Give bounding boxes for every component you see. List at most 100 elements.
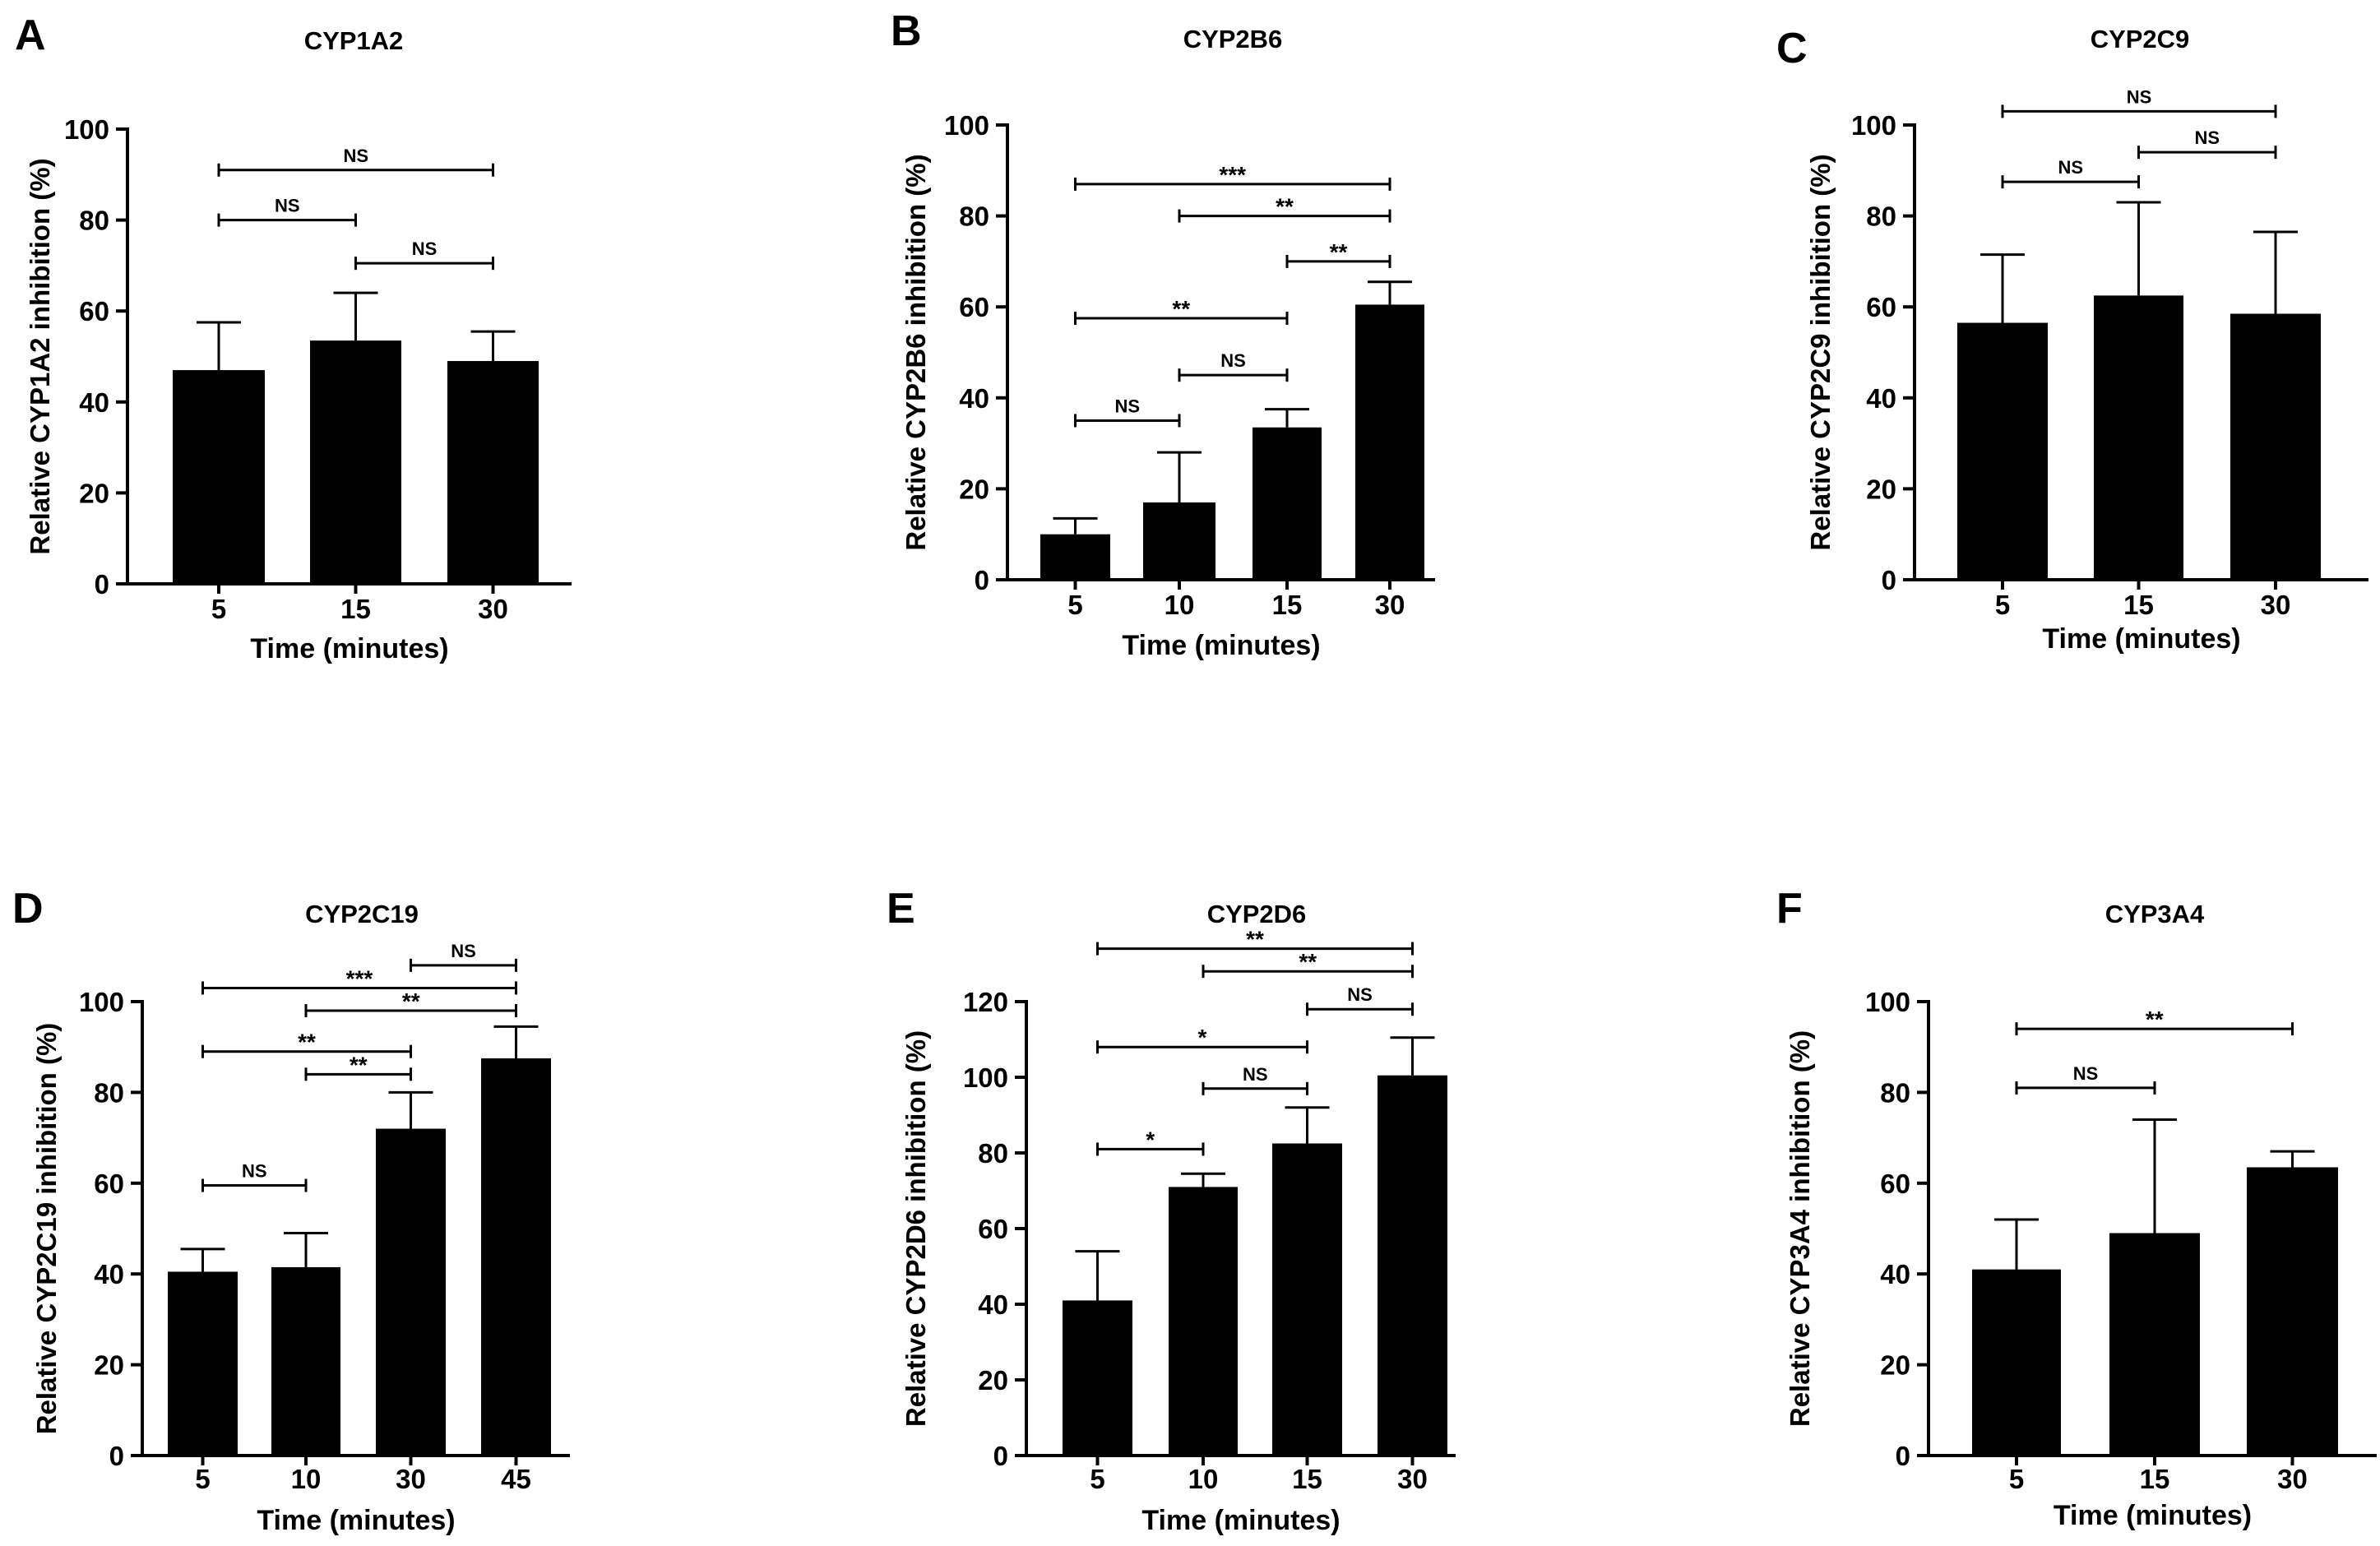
x-tick-label: 10 <box>291 1464 322 1494</box>
bar <box>2247 1167 2338 1456</box>
bar <box>376 1128 446 1456</box>
significance-label: NS <box>1114 396 1140 416</box>
y-tick-label: 80 <box>959 201 989 232</box>
y-tick-label: 60 <box>1866 292 1896 322</box>
x-axis-label: Time (minutes) <box>250 633 448 664</box>
y-tick-label: 100 <box>944 110 989 141</box>
significance-label: ** <box>1276 194 1294 220</box>
bar <box>1355 304 1424 580</box>
bar <box>1972 1269 2061 1456</box>
x-tick-label: 15 <box>1292 1464 1322 1494</box>
significance-label: ** <box>1246 927 1264 952</box>
chart-panel-a: A CYP1A2 5 15 30 0 20 40 60 80 100 Time (minutes) Re… <box>15 12 572 664</box>
y-tick-label: 20 <box>94 1350 124 1381</box>
y-tick-label: 60 <box>1880 1169 1910 1199</box>
chart-panel-e: E CYP2D6 5 10 15 30 0 20 40 60 80 100 120 Time (minut… <box>887 885 1456 1536</box>
bar <box>481 1058 551 1456</box>
x-tick-label: 30 <box>2261 590 2291 620</box>
bar <box>2094 295 2183 580</box>
significance-label: * <box>1198 1025 1207 1050</box>
bar <box>1169 1187 1238 1456</box>
y-tick-label: 40 <box>79 387 109 418</box>
y-tick-label: 20 <box>978 1365 1008 1396</box>
bar <box>168 1271 238 1456</box>
bar <box>1253 427 1322 580</box>
y-tick-label: 80 <box>978 1138 1008 1169</box>
significance-label: NS <box>242 1161 267 1182</box>
panel-label: C <box>1776 25 1808 72</box>
chart-title: CYP1A2 <box>304 26 404 55</box>
bar <box>1272 1143 1342 1456</box>
significance-label: NS <box>275 196 300 216</box>
chart-title: CYP3A4 <box>2105 900 2205 928</box>
x-tick-label: 5 <box>1067 590 1082 620</box>
bar <box>1063 1300 1132 1456</box>
y-tick-label: 60 <box>978 1214 1008 1244</box>
y-tick-label: 0 <box>993 1441 1008 1471</box>
x-axis-label: Time (minutes) <box>2054 1500 2252 1531</box>
x-axis-label: Time (minutes) <box>1122 630 1320 661</box>
y-tick-label: 0 <box>1882 565 1896 595</box>
y-tick-label: 80 <box>1880 1077 1910 1108</box>
significance-label: ** <box>2146 1007 2164 1032</box>
y-tick-label: 40 <box>959 383 989 414</box>
significance-label: * <box>1146 1127 1155 1152</box>
significance-label: NS <box>2073 1063 2099 1084</box>
y-tick-label: 80 <box>1866 201 1896 232</box>
significance-label: ** <box>1299 949 1317 974</box>
chart-panel-c: C CYP2C9 5 15 30 0 20 40 60 80 100 Time (minutes) Re… <box>1776 25 2368 655</box>
x-tick-label: 30 <box>2277 1464 2308 1494</box>
x-tick-label: 15 <box>340 594 371 624</box>
y-tick-label: 60 <box>94 1169 124 1199</box>
significance-label: NS <box>1243 1064 1268 1085</box>
x-axis-label: Time (minutes) <box>2042 623 2240 655</box>
bar <box>1143 502 1215 580</box>
x-tick-label: 45 <box>501 1464 531 1494</box>
y-tick-label: 0 <box>975 565 989 595</box>
significance-label: ** <box>298 1030 316 1055</box>
y-axis-label: Relative CYP1A2 inhibition (%) <box>25 158 55 554</box>
significance-label: NS <box>2194 127 2220 148</box>
significance-label: NS <box>451 941 476 961</box>
panel-label: A <box>15 12 46 59</box>
x-tick-label: 30 <box>478 594 508 624</box>
y-tick-label: 60 <box>79 296 109 326</box>
y-tick-label: 40 <box>94 1259 124 1289</box>
y-tick-label: 20 <box>79 478 109 508</box>
bar <box>1040 534 1110 580</box>
x-tick-label: 15 <box>2140 1464 2170 1494</box>
bar <box>2230 313 2321 580</box>
bar <box>271 1266 340 1456</box>
y-tick-label: 80 <box>94 1077 124 1108</box>
x-tick-label: 15 <box>1272 590 1303 620</box>
significance-label: ** <box>1330 239 1348 265</box>
significance-label: NS <box>1220 350 1246 371</box>
x-tick-label: 30 <box>1397 1464 1428 1494</box>
panel-label: F <box>1776 885 1803 933</box>
y-tick-label: 40 <box>978 1289 1008 1320</box>
significance-label: NS <box>1347 984 1373 1005</box>
significance-label: NS <box>412 238 438 259</box>
significance-label: NS <box>2127 86 2152 107</box>
y-tick-label: 0 <box>109 1441 124 1471</box>
x-tick-label: 5 <box>211 594 226 624</box>
y-axis-label: Relative CYP2C19 inhibition (%) <box>31 1023 62 1435</box>
y-tick-label: 80 <box>79 206 109 236</box>
bar <box>173 370 265 584</box>
y-tick-label: 100 <box>1851 110 1896 141</box>
y-tick-label: 40 <box>1866 383 1896 414</box>
y-tick-label: 0 <box>1896 1441 1910 1471</box>
chart-panel-b: B CYP2B6 5 10 15 30 0 20 40 60 80 100 Time (minutes)… <box>891 7 1435 661</box>
x-tick-label: 5 <box>195 1464 210 1494</box>
y-tick-label: 60 <box>959 292 989 322</box>
bar <box>2109 1233 2200 1456</box>
x-tick-label: 10 <box>1165 590 1195 620</box>
y-axis-label: Relative CYP2B6 inhibition (%) <box>901 154 931 550</box>
significance-label: ** <box>1172 296 1190 322</box>
y-tick-label: 100 <box>64 114 109 145</box>
x-tick-label: 5 <box>1995 590 2010 620</box>
bar <box>447 361 539 584</box>
chart-title: CYP2C19 <box>305 900 419 928</box>
significance-label: *** <box>346 965 373 991</box>
